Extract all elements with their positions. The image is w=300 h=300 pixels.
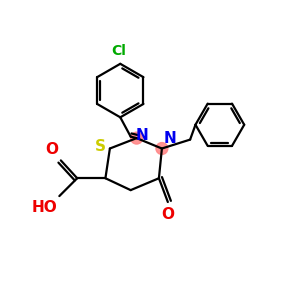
Text: O: O bbox=[161, 207, 174, 222]
Circle shape bbox=[156, 142, 168, 154]
Text: N: N bbox=[164, 130, 176, 146]
Text: S: S bbox=[94, 139, 105, 154]
Text: HO: HO bbox=[32, 200, 58, 214]
Text: Cl: Cl bbox=[111, 44, 126, 58]
Circle shape bbox=[131, 132, 142, 144]
Text: O: O bbox=[45, 142, 58, 158]
Text: N: N bbox=[136, 128, 149, 142]
